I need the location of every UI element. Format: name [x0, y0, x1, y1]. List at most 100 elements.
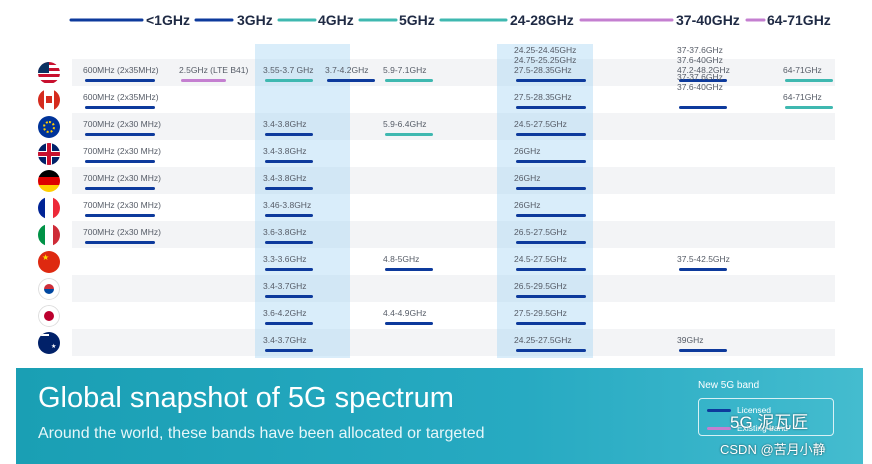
- band-bar-unlicensed: [265, 79, 313, 82]
- band-bar-licensed: [385, 322, 433, 325]
- watermark-credit: CSDN @苦月小静: [720, 442, 826, 457]
- flag-icon-south-korea: [38, 278, 60, 300]
- band-bar-licensed: [516, 133, 586, 136]
- band-label: 700MHz (2x30 MHz): [83, 119, 161, 129]
- band-label: 3.4-3.8GHz: [263, 119, 307, 129]
- band-label: 64-71GHz: [783, 65, 822, 75]
- band-label: 64-71GHz: [783, 92, 822, 102]
- band-bar-licensed: [679, 106, 727, 109]
- flag-icon-japan: [38, 305, 60, 327]
- band-label: 700MHz (2x30 MHz): [83, 200, 161, 210]
- band-label: 2.5GHz (LTE B41): [179, 65, 249, 75]
- legend-swatch-licensed: [707, 409, 731, 412]
- legend-item-existing: Existing band: [737, 423, 789, 433]
- band-bar-licensed: [265, 349, 313, 352]
- band-bar-unlicensed: [785, 106, 833, 109]
- band-bar-licensed: [265, 295, 313, 298]
- band-bar-licensed: [265, 214, 313, 217]
- band-bar-licensed: [516, 79, 586, 82]
- band-label: 24.5-27.5GHz: [514, 119, 567, 129]
- band-label: 3.3-3.6GHz: [263, 254, 307, 264]
- flag-icon-united-states: [38, 62, 60, 84]
- row-stripe: [72, 221, 835, 248]
- highlight-column-24-28GHz: [497, 44, 593, 358]
- legend-swatch-existing: [707, 427, 731, 430]
- band-bar-licensed: [679, 349, 727, 352]
- flag-icon-european-union: [38, 116, 60, 138]
- band-label: 5.9-6.4GHz: [383, 119, 427, 129]
- column-header-6: 64-71GHz: [767, 12, 831, 28]
- page-title: Global snapshot of 5G spectrum: [38, 382, 454, 414]
- band-label: 37-37.6GHz 37.6-40GHz 47.2-48.2GHz: [677, 45, 730, 75]
- band-bar-licensed: [85, 241, 155, 244]
- band-label: 3.6-3.8GHz: [263, 227, 307, 237]
- band-label: 4.4-4.9GHz: [383, 308, 427, 318]
- band-label: 3.6-4.2GHz: [263, 308, 307, 318]
- band-bar-licensed: [265, 322, 313, 325]
- band-label: 3.4-3.7GHz: [263, 281, 307, 291]
- band-label: 26GHz: [514, 173, 541, 183]
- band-bar-licensed: [85, 187, 155, 190]
- column-header-2: 4GHz: [318, 12, 354, 28]
- legend: Licensed Existing band: [698, 398, 834, 436]
- flag-icon-france: [38, 197, 60, 219]
- band-label: 27.5-28.35GHz: [514, 92, 572, 102]
- band-label: 26GHz: [514, 146, 541, 156]
- band-bar-licensed: [85, 160, 155, 163]
- band-bar-licensed: [265, 268, 313, 271]
- band-label: 26.5-29.5GHz: [514, 281, 567, 291]
- band-label: 700MHz (2x30 MHz): [83, 227, 161, 237]
- band-label: 3.4-3.8GHz: [263, 173, 307, 183]
- band-bar-licensed: [516, 268, 586, 271]
- watermark-brand: 5G 泥瓦匠: [730, 413, 809, 432]
- highlight-column-4GHz: [255, 44, 350, 358]
- band-bar-licensed: [327, 79, 375, 82]
- flag-icon-china: ★: [38, 251, 60, 273]
- legend-title: New 5G band: [698, 380, 760, 391]
- band-label: 700MHz (2x30 MHz): [83, 173, 161, 183]
- band-label: 3.4-3.7GHz: [263, 335, 307, 345]
- band-label: 37.5-42.5GHz: [677, 254, 730, 264]
- title-banner: Global snapshot of 5G spectrum Around th…: [16, 368, 863, 464]
- band-bar-licensed: [516, 295, 586, 298]
- band-bar-unlicensed: [385, 79, 433, 82]
- band-label: 3.7-4.2GHz: [325, 65, 369, 75]
- band-bar-licensed: [516, 241, 586, 244]
- band-bar-licensed: [385, 268, 433, 271]
- legend-item-licensed: Licensed: [737, 405, 772, 415]
- flag-icon-australia: ★: [38, 332, 60, 354]
- flag-icon-canada: [38, 89, 60, 111]
- band-label: 39GHz: [677, 335, 704, 345]
- column-header-3: 5GHz: [399, 12, 435, 28]
- band-bar-licensed: [265, 241, 313, 244]
- band-label: 4.8-5GHz: [383, 254, 420, 264]
- band-bar-licensed: [679, 268, 727, 271]
- band-label: 3.4-3.8GHz: [263, 146, 307, 156]
- frequency-axis: <1GHz 3GHz 4GHz 5GHz 24-28GHz 37-40GHz 64-71GH…: [69, 12, 831, 28]
- band-bar-licensed: [516, 349, 586, 352]
- band-bar-licensed: [85, 214, 155, 217]
- row-stripe: [72, 113, 835, 140]
- band-label: 26.5-27.5GHz: [514, 227, 567, 237]
- band-bar-licensed: [265, 133, 313, 136]
- band-bar-licensed: [85, 79, 155, 82]
- band-bar-licensed: [85, 133, 155, 136]
- band-bar-existing: [181, 79, 226, 82]
- band-bar-licensed: [516, 187, 586, 190]
- band-label: 600MHz (2x35MHz): [83, 65, 159, 75]
- band-label: 600MHz (2x35MHz): [83, 92, 159, 102]
- band-bar-licensed: [516, 322, 586, 325]
- band-bar-licensed: [679, 79, 727, 82]
- page-subtitle: Around the world, these bands have been …: [38, 425, 485, 442]
- row-stripe: [72, 275, 835, 302]
- band-bar-licensed: [265, 187, 313, 190]
- band-label: 700MHz (2x30 MHz): [83, 146, 161, 156]
- band-bar-unlicensed: [785, 79, 833, 82]
- band-label: 24.25-27.5GHz: [514, 335, 572, 345]
- band-bar-licensed: [516, 160, 586, 163]
- band-label: 26GHz: [514, 200, 541, 210]
- band-bar-licensed: [516, 106, 586, 109]
- band-label: 5.9-7.1GHz: [383, 65, 427, 75]
- band-bar-unlicensed: [385, 133, 433, 136]
